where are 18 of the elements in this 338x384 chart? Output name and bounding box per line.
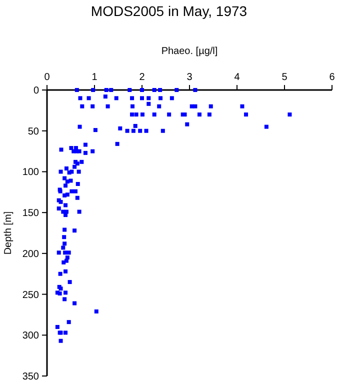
x-tick-label: 3 (186, 72, 193, 83)
y-tick-label: 200 (22, 248, 40, 260)
x-tick-label: 1 (92, 72, 98, 83)
x-tick-label: 0 (44, 72, 50, 83)
y-tick-label: 250 (22, 290, 40, 301)
x-tick-label: 5 (282, 72, 288, 83)
y-tick-label: 50 (28, 126, 40, 138)
x-tick-label: 2 (139, 72, 146, 83)
y-tick-label: 100 (22, 167, 40, 178)
y-tick-label: 350 (22, 372, 40, 382)
y-axis-title: Depth [m] (3, 211, 14, 255)
y-tick-label: 300 (22, 330, 40, 342)
x-tick-label: 6 (329, 72, 336, 83)
x-axis-title: Phaeo. [µg/l] (161, 46, 218, 57)
y-tick-label: 0 (33, 86, 40, 96)
x-tick-label: 4 (234, 72, 240, 83)
chart-title: MODS2005 in May, 1973 (90, 3, 248, 19)
y-tick-label: 150 (22, 208, 40, 220)
